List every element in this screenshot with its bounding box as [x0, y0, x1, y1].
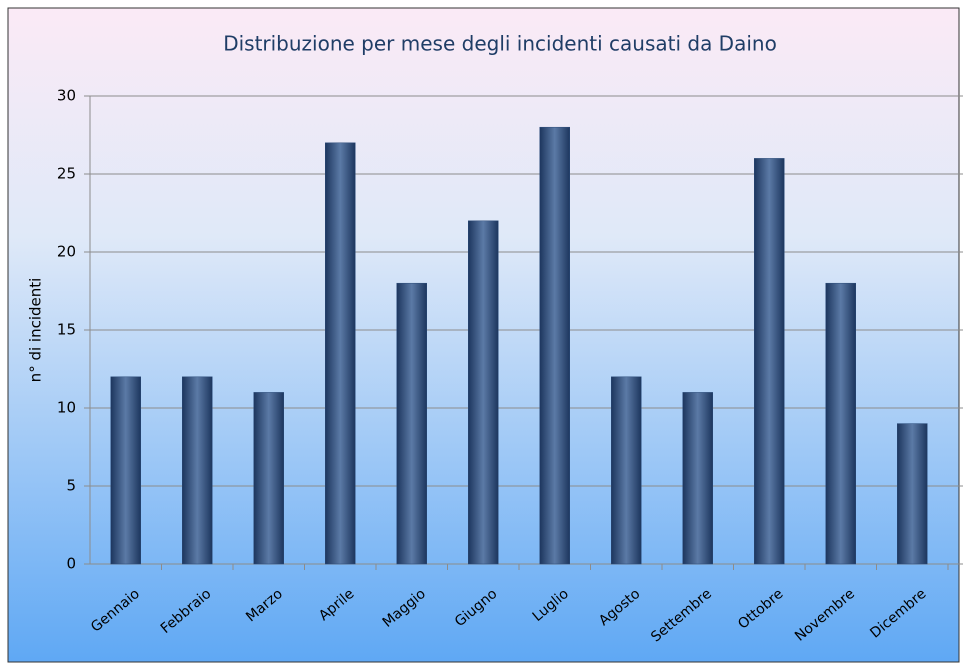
y-tick-label: 30: [57, 87, 76, 105]
y-tick-label: 10: [57, 399, 76, 417]
bar: [682, 392, 713, 565]
bar: [754, 158, 785, 565]
bar: [897, 423, 928, 565]
bar: [110, 376, 141, 565]
bar: [825, 282, 856, 565]
chart-title: Distribuzione per mese degli incidenti c…: [223, 32, 777, 56]
y-tick-label: 25: [57, 165, 76, 183]
y-tick-label: 15: [57, 321, 76, 339]
bar: [253, 392, 284, 565]
bar: [182, 376, 213, 565]
y-tick-label: 20: [57, 243, 76, 261]
y-axis-label: n° di incidenti: [27, 278, 45, 383]
y-tick-label: 0: [66, 555, 76, 573]
y-tick-label: 5: [66, 477, 76, 495]
bar: [325, 142, 356, 565]
bar: [396, 282, 427, 565]
bar: [539, 126, 570, 565]
bar: [468, 220, 499, 565]
bar: [611, 376, 642, 565]
